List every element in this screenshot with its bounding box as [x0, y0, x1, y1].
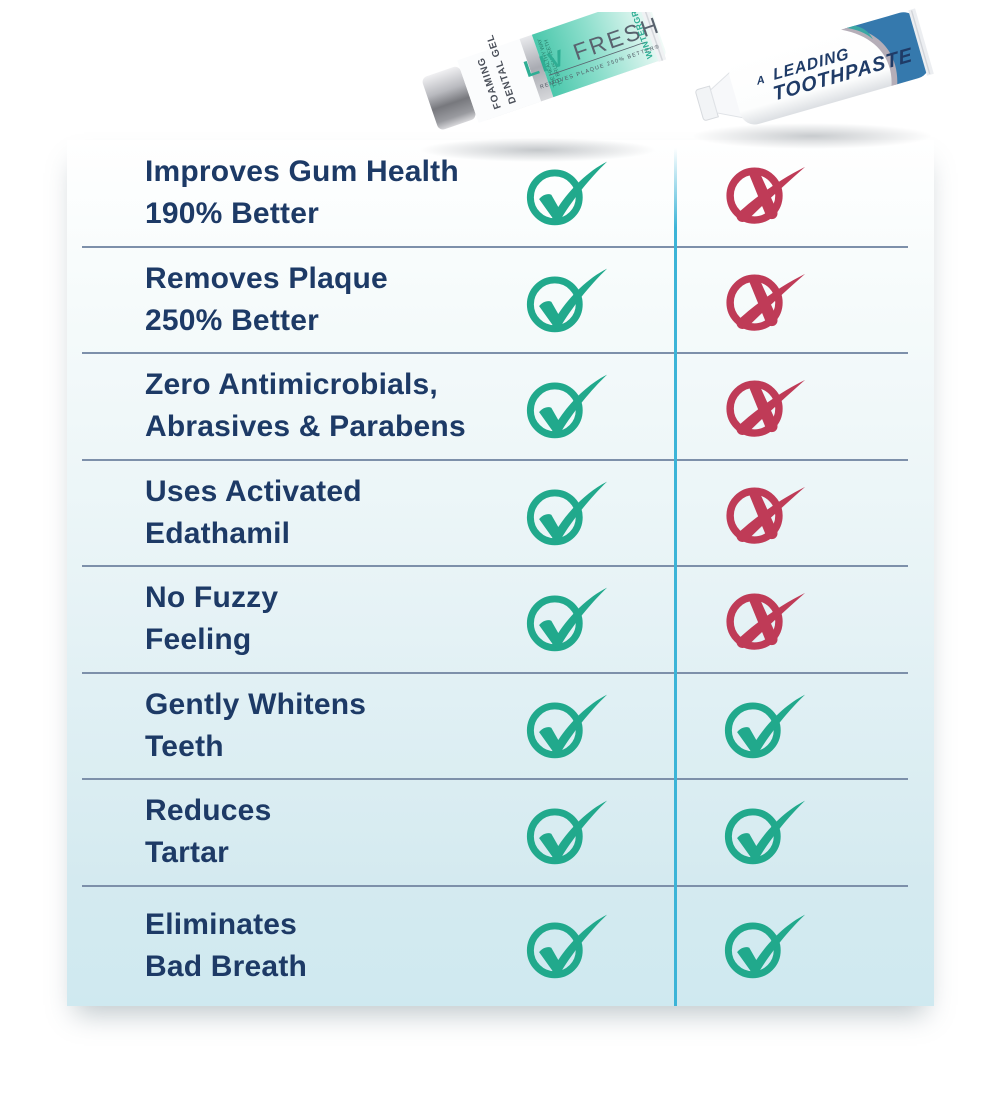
- feature-label: Reduces Tartar: [145, 790, 271, 874]
- check-icon: [724, 914, 806, 979]
- leading-cell: [723, 266, 807, 334]
- feature-line1: Improves Gum Health: [145, 155, 459, 189]
- leading-cell: [723, 585, 807, 653]
- feature-label: Uses Activated Edathamil: [145, 471, 362, 555]
- feature-label: Eliminates Bad Breath: [145, 904, 307, 988]
- tube-cap: [422, 66, 476, 130]
- tube-shadow: [692, 123, 932, 149]
- leading-toothpaste-product-image: A LEADING TOOTHPASTE: [690, 8, 944, 156]
- livfresh-cell: [525, 479, 609, 547]
- check-icon: [526, 161, 608, 226]
- cross-icon: [726, 593, 806, 650]
- leading-cell: [723, 692, 807, 760]
- livfresh-cell: [525, 159, 609, 227]
- column-divider: [674, 148, 677, 1006]
- feature-line2: Abrasives & Parabens: [145, 410, 466, 444]
- leading-a: A: [755, 73, 767, 88]
- table-row: Zero Antimicrobials, Abrasives & Paraben…: [67, 353, 934, 460]
- cross-icon: [726, 486, 806, 544]
- cross-icon: [726, 273, 806, 331]
- feature-line2: Tartar: [145, 836, 230, 870]
- leading-cell: [723, 372, 807, 440]
- feature-line2: Bad Breath: [145, 949, 308, 983]
- feature-line2: Teeth: [145, 729, 224, 763]
- feature-line1: Eliminates: [145, 907, 298, 941]
- feature-line2: Edathamil: [145, 516, 291, 550]
- leading-cell: [723, 798, 807, 866]
- table-row: Gently Whitens Teeth: [67, 673, 934, 780]
- comparison-panel: Improves Gum Health 190% Better Removes …: [67, 140, 934, 1006]
- check-icon: [526, 800, 608, 865]
- check-icon: [526, 694, 608, 759]
- feature-line1: Gently Whitens: [145, 687, 367, 721]
- livfresh-product-image: FOAMING DENTAL GEL THE HEALTHY WAY TO BR…: [418, 12, 682, 164]
- check-icon: [526, 587, 608, 652]
- feature-label: Gently Whitens Teeth: [145, 684, 366, 768]
- feature-line1: Reduces: [145, 794, 272, 828]
- livfresh-cell: [525, 372, 609, 440]
- feature-line1: Zero Antimicrobials,: [145, 368, 438, 402]
- check-icon: [526, 914, 608, 979]
- check-icon: [526, 481, 608, 546]
- feature-label: Zero Antimicrobials, Abrasives & Paraben…: [145, 364, 466, 448]
- tube-shadow: [420, 138, 656, 162]
- leading-cell: [723, 479, 807, 547]
- livfresh-cell: [525, 692, 609, 760]
- feature-label: Improves Gum Health 190% Better: [145, 151, 459, 235]
- feature-label: No Fuzzy Feeling: [145, 577, 278, 661]
- feature-line2: Feeling: [145, 623, 252, 657]
- feature-line1: Uses Activated: [145, 474, 362, 508]
- table-row: No Fuzzy Feeling: [67, 566, 934, 673]
- feature-line2: 250% Better: [145, 303, 319, 337]
- feature-line2: 190% Better: [145, 197, 319, 231]
- table-row: Uses Activated Edathamil: [67, 460, 934, 567]
- table-row: Removes Plaque 250% Better: [67, 247, 934, 354]
- livfresh-cell: [525, 266, 609, 334]
- feature-line1: Removes Plaque: [145, 261, 388, 295]
- feature-line1: No Fuzzy: [145, 581, 279, 615]
- feature-label: Removes Plaque 250% Better: [145, 258, 388, 342]
- livfresh-cell: [525, 798, 609, 866]
- check-icon: [526, 374, 608, 439]
- check-icon: [526, 268, 608, 333]
- leading-cell: [723, 159, 807, 227]
- cross-icon: [726, 167, 806, 224]
- table-row: Improves Gum Health 190% Better: [67, 140, 934, 247]
- tube-nozzle: [695, 85, 719, 121]
- livfresh-cell: [525, 912, 609, 980]
- leading-cell: [723, 912, 807, 980]
- check-icon: [724, 694, 806, 759]
- livfresh-cell: [525, 585, 609, 653]
- table-row: Eliminates Bad Breath: [67, 886, 934, 1007]
- cross-icon: [726, 380, 806, 437]
- check-icon: [724, 800, 806, 865]
- table-row: Reduces Tartar: [67, 779, 934, 886]
